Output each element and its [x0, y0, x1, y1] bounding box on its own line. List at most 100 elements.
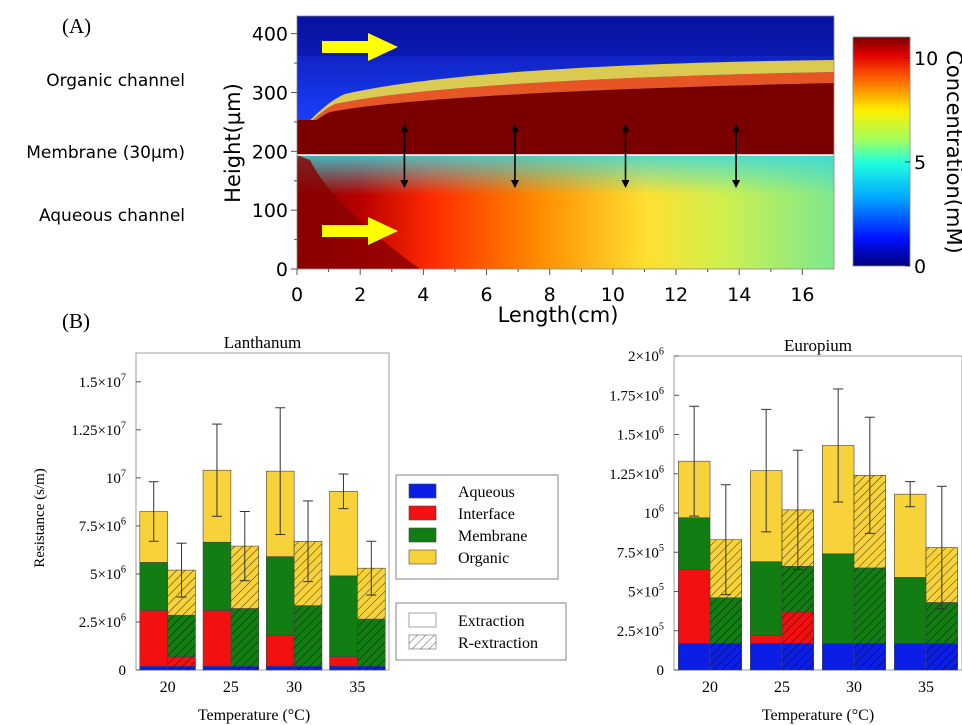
x-tick-label: 0 [291, 284, 303, 306]
flow-arrow-organic [322, 33, 398, 61]
x-tick-label: 12 [664, 284, 688, 306]
y-tick-label: 106 [644, 504, 664, 522]
bar-hatch [710, 597, 742, 644]
bar-hatch [167, 615, 196, 657]
bar-segment-interface [202, 610, 232, 667]
bar-segment-aqueous [678, 643, 711, 671]
flow-arrow-aqueous [322, 217, 398, 245]
bar-segment-organic [894, 493, 927, 578]
legend-swatch-interface [408, 505, 437, 521]
colorbar [852, 36, 911, 267]
x-tick-label: 20 [702, 679, 718, 696]
legend-label: Interface [458, 506, 515, 523]
bar-hatch [782, 643, 814, 670]
bar-segment-membrane [202, 541, 232, 611]
x-tick-label: 30 [286, 679, 302, 696]
y-tick-label: 1.25×106 [609, 464, 664, 482]
legend-swatch-mode [408, 612, 437, 628]
resistance-y-label: Resistance (s/m) [32, 468, 48, 568]
region-labels: Organic channel Membrane (30µm) Aqueous ch… [26, 71, 185, 226]
y-tick-label: 1.5×107 [79, 373, 126, 391]
bar-hatch [854, 643, 886, 670]
bar-hatch [357, 666, 386, 670]
x-tick-label: 16 [790, 284, 814, 306]
bar-segment-interface [329, 656, 358, 667]
x-tick-label: 10 [601, 284, 625, 306]
lanthanum-chart: Lanthanum 0 2.5×106 5×106 7.5×106 107 1.25×107… [71, 333, 390, 696]
x-tick-label: 35 [918, 679, 934, 696]
bar-hatch [926, 602, 958, 644]
x-tick-label: 14 [727, 284, 751, 306]
lanthanum-x-label: Temperature (°C) [198, 707, 310, 724]
bar-segment-aqueous [822, 643, 855, 671]
bar-segment-aqueous [202, 665, 232, 671]
y-tick-label: 0 [657, 663, 665, 679]
y-tick-label: 100 [252, 200, 288, 222]
mode-legend-items: Extraction R-extraction [408, 612, 538, 652]
transfer-arrows [400, 124, 741, 188]
y-tick-label: 2.5×105 [617, 621, 664, 639]
bar-segment-membrane [265, 556, 295, 636]
colorbar-tick-label: 5 [914, 152, 926, 174]
region-label: Organic channel [46, 71, 185, 91]
y-tick-label: 7.5×105 [617, 543, 664, 561]
y-tick-label: 1.25×107 [71, 421, 126, 439]
bar-hatch [294, 605, 322, 667]
component-legend-items: Aqueous Interface Membrane Organic [408, 483, 527, 567]
bar-segment-membrane [750, 561, 783, 636]
colorbar-tick-label: 10 [914, 48, 938, 70]
x-tick-label: 2 [354, 284, 366, 306]
organic-plume-halo [297, 60, 834, 130]
x-tick-label: 4 [417, 284, 429, 306]
panel-b-label: (B) [62, 309, 90, 333]
y-tick-label: 5×105 [628, 582, 664, 600]
bar-segment-membrane [139, 562, 168, 611]
x-tick-label: 25 [774, 679, 790, 696]
bar-hatch [926, 643, 958, 670]
bar-segment-membrane [894, 577, 927, 644]
x-tick-label: 20 [160, 679, 176, 696]
panel-a-label: (A) [62, 14, 91, 38]
panel-b: (B) Resistance (s/m) Lanthanum 0 2.5×106 5×… [32, 309, 962, 724]
bar-hatch [710, 643, 742, 670]
y-tick-label: 1.75×106 [609, 386, 664, 404]
bar-segment-aqueous [265, 665, 295, 671]
bar-hatch [357, 619, 386, 667]
europium-x-label: Temperature (°C) [762, 707, 874, 724]
y-tick-label: 1.5×106 [617, 425, 664, 443]
legend-swatch-organic [408, 549, 437, 565]
y-tick-label: 0 [276, 259, 288, 281]
legend-label: Membrane [458, 528, 527, 545]
heatmap-axes: 0 2 4 6 8 10 12 14 16 0 100 200 300 400 [252, 24, 815, 306]
flow-arrows [322, 33, 398, 245]
mode-legend [395, 602, 567, 661]
y-tick-label: 300 [252, 82, 288, 104]
bar-segment-membrane [678, 517, 711, 570]
x-tick-label: 8 [544, 284, 556, 306]
colorbar-ticks: 0 5 10 [905, 48, 938, 278]
bar-hatch [294, 666, 322, 670]
legend-swatch-hatch [409, 635, 436, 649]
chart-title: Lanthanum [224, 333, 301, 352]
y-tick-label: 2.5×106 [79, 613, 126, 631]
bar-hatch [230, 608, 259, 667]
heatmap-frame [296, 15, 835, 270]
x-tick-label: 30 [846, 679, 862, 696]
y-tick-label: 0 [119, 663, 127, 679]
heatmap-y-label: Height(µm) [221, 83, 245, 203]
legend-label: Aqueous [458, 484, 515, 501]
colorbar-tick-label: 0 [914, 256, 926, 278]
legend-swatch-aqueous [408, 483, 437, 499]
y-tick-label: 107 [106, 469, 126, 487]
legend-label: Organic [458, 550, 509, 567]
plot-frame [135, 352, 390, 671]
y-tick-label: 400 [252, 24, 288, 46]
bar-segment-aqueous [329, 665, 358, 671]
panel-a: (A) Organic channel Membrane (30µm) Aqueou… [26, 14, 962, 327]
bar-segment-interface [678, 569, 711, 644]
y-tick-label: 200 [252, 141, 288, 163]
bar-segment-interface [139, 610, 168, 667]
bar-segment-aqueous [139, 665, 168, 671]
y-tick-label: 5×106 [90, 565, 126, 583]
